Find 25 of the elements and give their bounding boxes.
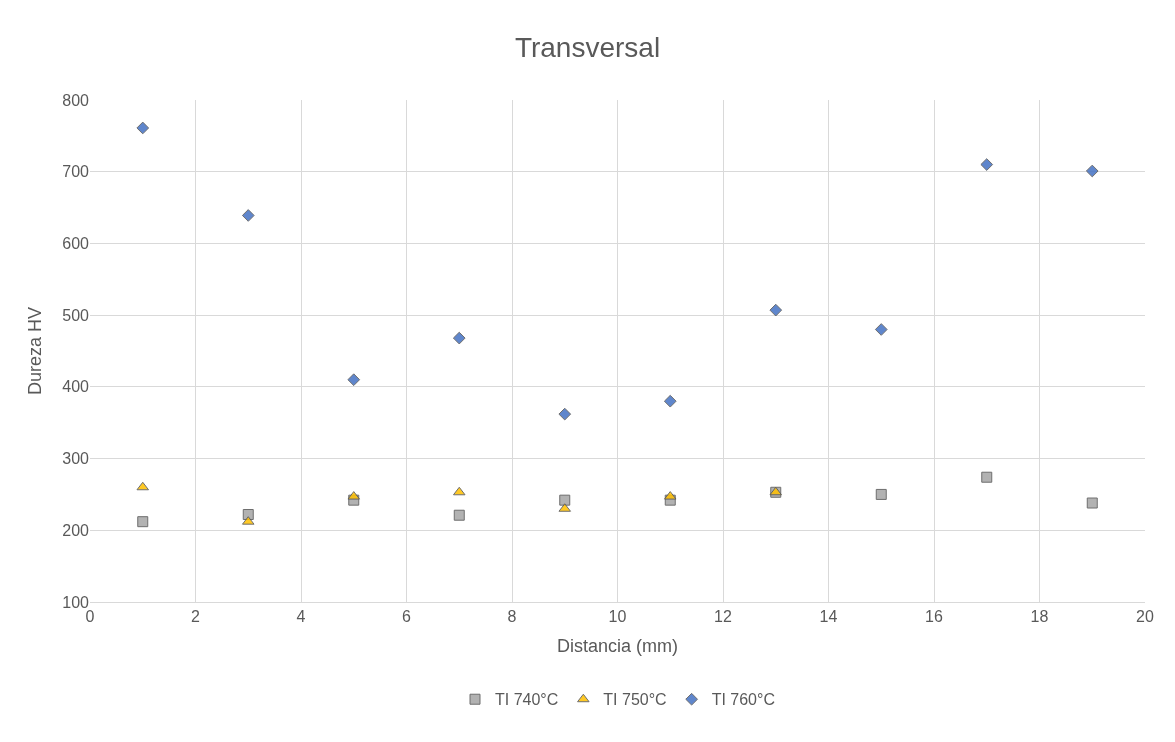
x-tick-label: 16	[925, 608, 943, 626]
y-tick-label: 200	[62, 521, 90, 539]
y-tick-label: 500	[62, 306, 90, 324]
legend-label: TI 760°C	[711, 691, 775, 709]
x-tick-label: 20	[1136, 608, 1154, 626]
chart-title: Transversal	[514, 31, 661, 63]
x-tick-label: 10	[608, 608, 627, 626]
y-tick-label: 300	[62, 450, 90, 468]
y-tick-label: 600	[62, 235, 90, 253]
y-tick-label: 100	[62, 593, 90, 611]
x-tick-label: 0	[85, 608, 95, 626]
x-tick-label: 2	[191, 608, 201, 626]
x-axis-title: Distancia (mm)	[556, 636, 679, 657]
x-tick-label: 6	[402, 608, 412, 626]
x-tick-label: 14	[819, 608, 838, 626]
legend-label: TI 750°C	[603, 691, 667, 709]
legend-label: TI 740°C	[495, 691, 559, 709]
x-tick-label: 4	[296, 608, 306, 626]
x-tick-label: 18	[1030, 608, 1049, 626]
y-tick-label: 400	[62, 378, 90, 396]
x-tick-label: 12	[714, 608, 732, 626]
y-tick-label: 800	[62, 91, 90, 109]
y-axis-title: Dureza HV	[25, 306, 46, 396]
y-tick-label: 700	[62, 163, 90, 181]
x-tick-label: 8	[507, 608, 517, 626]
